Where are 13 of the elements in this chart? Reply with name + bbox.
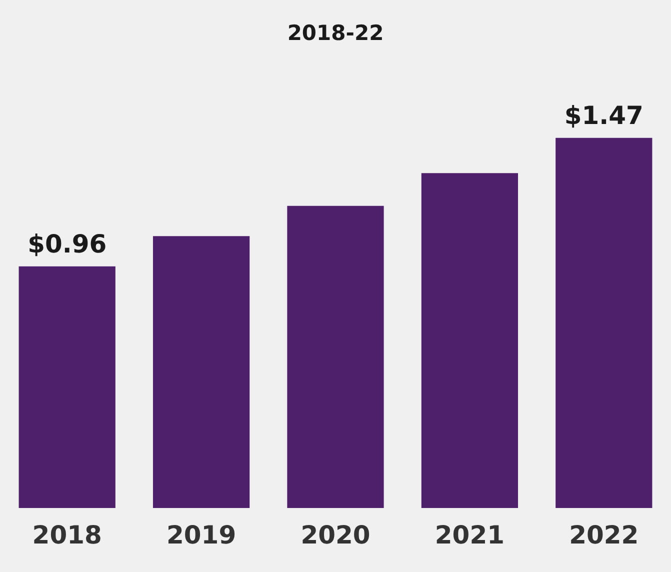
x-tick-label: 2019	[166, 520, 236, 550]
x-tick-label: 2018	[32, 520, 102, 550]
bar	[556, 138, 652, 508]
data-label: $0.96	[28, 229, 107, 258]
bar	[18, 266, 116, 508]
x-tick-label: 2021	[434, 520, 504, 550]
bar	[152, 236, 250, 508]
x-tick-label: 2020	[300, 520, 370, 550]
data-label: $1.47	[564, 100, 644, 130]
chart-title: 2018-22	[287, 21, 384, 46]
x-tick-label: 2022	[569, 520, 639, 550]
bar	[421, 173, 518, 508]
bar	[287, 206, 384, 508]
